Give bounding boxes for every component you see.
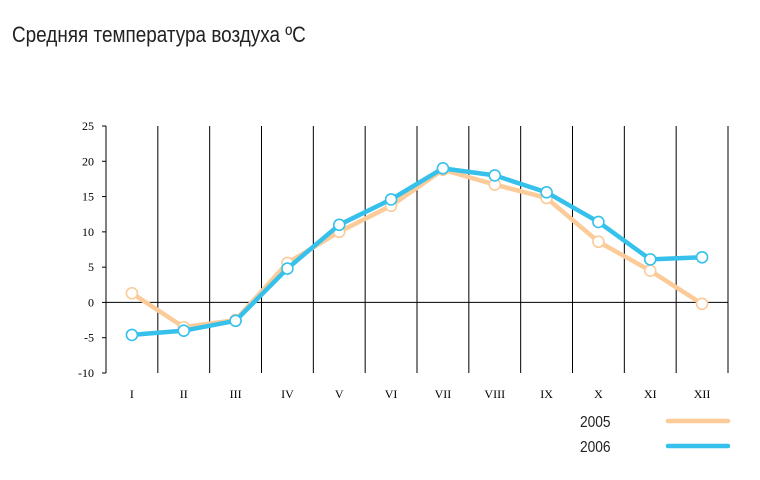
axis-layer: [102, 125, 728, 374]
data-point-2006: [177, 324, 191, 337]
data-point-2006: [488, 169, 502, 182]
y-tick-label: -5: [84, 331, 94, 345]
data-point-2006: [332, 218, 346, 232]
y-tick-label: 20: [82, 154, 94, 168]
data-point-2006: [592, 215, 605, 229]
series-2006: [125, 162, 709, 342]
y-tick-label: 0: [88, 295, 94, 309]
x-tick-label: VIII: [484, 387, 505, 401]
y-tick-label: -10: [78, 366, 94, 380]
y-tick-label: 5: [88, 260, 94, 274]
x-tick-label: III: [230, 387, 242, 401]
data-point-2005: [695, 297, 709, 311]
data-point-2005: [592, 235, 605, 249]
legend-label: 2005: [580, 413, 611, 431]
x-tick-label: IV: [281, 387, 294, 401]
x-tick-label: II: [180, 387, 188, 401]
x-tick-labels: I II III IV V VI VII VIII IX X XI XII: [130, 387, 711, 401]
x-tick-label: XI: [644, 387, 657, 401]
x-tick-label: XII: [694, 387, 711, 401]
data-point-2006: [281, 262, 294, 275]
series-layer: [125, 162, 709, 342]
y-tick-label: 15: [82, 190, 94, 204]
data-point-2006: [540, 186, 553, 199]
x-tick-label: VII: [435, 387, 452, 401]
data-point-2006: [229, 314, 242, 328]
data-point-2005: [125, 286, 139, 300]
data-point-2006: [695, 250, 709, 264]
y-tick-label: 10: [82, 225, 94, 239]
grid-layer: [157, 126, 729, 373]
data-point-2006: [384, 193, 398, 206]
chart-title: Средняя температура воздуха ºC: [12, 22, 306, 47]
series-line-2006: [129, 166, 705, 338]
data-point-2006: [125, 328, 139, 342]
data-point-2006: [643, 253, 657, 266]
y-tick-label: 25: [82, 119, 94, 133]
x-tick-label: IX: [540, 387, 553, 401]
x-tick-label: X: [594, 387, 603, 401]
x-tick-label: VI: [385, 387, 398, 401]
x-tick-label: I: [130, 387, 134, 401]
legend: 2005 2006: [580, 413, 731, 456]
data-point-2005: [643, 264, 657, 277]
x-tick-label: V: [335, 387, 344, 401]
y-tick-labels: 25 20 15 10 5 0 -5 -10: [78, 119, 94, 380]
data-point-2006: [436, 162, 450, 175]
legend-label: 2006: [580, 438, 611, 456]
